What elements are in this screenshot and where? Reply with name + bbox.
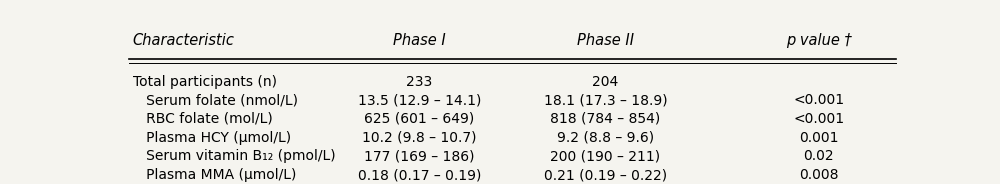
Text: Serum vitamin B₁₂ (pmol/L): Serum vitamin B₁₂ (pmol/L) — [133, 149, 335, 163]
Text: Plasma HCY (μmol/L): Plasma HCY (μmol/L) — [133, 131, 291, 145]
Text: 0.008: 0.008 — [799, 168, 838, 182]
Text: 0.21 (0.19 – 0.22): 0.21 (0.19 – 0.22) — [544, 168, 667, 182]
Text: 204: 204 — [592, 75, 619, 89]
Text: 625 (601 – 649): 625 (601 – 649) — [364, 112, 475, 126]
Text: 13.5 (12.9 – 14.1): 13.5 (12.9 – 14.1) — [358, 93, 481, 107]
Text: Phase I: Phase I — [393, 33, 446, 48]
Text: 0.18 (0.17 – 0.19): 0.18 (0.17 – 0.19) — [358, 168, 481, 182]
Text: 9.2 (8.8 – 9.6): 9.2 (8.8 – 9.6) — [557, 131, 654, 145]
Text: <0.001: <0.001 — [793, 93, 844, 107]
Text: 233: 233 — [406, 75, 433, 89]
Text: 200 (190 – 211): 200 (190 – 211) — [550, 149, 661, 163]
Text: 18.1 (17.3 – 18.9): 18.1 (17.3 – 18.9) — [544, 93, 667, 107]
Text: 10.2 (9.8 – 10.7): 10.2 (9.8 – 10.7) — [362, 131, 477, 145]
Text: Plasma MMA (μmol/L): Plasma MMA (μmol/L) — [133, 168, 296, 182]
Text: RBC folate (mol/L): RBC folate (mol/L) — [133, 112, 272, 126]
Text: <0.001: <0.001 — [793, 112, 844, 126]
Text: p value †: p value † — [786, 33, 852, 48]
Text: 818 (784 – 854): 818 (784 – 854) — [550, 112, 661, 126]
Text: 177 (169 – 186): 177 (169 – 186) — [364, 149, 475, 163]
Text: 0.02: 0.02 — [803, 149, 834, 163]
Text: Serum folate (nmol/L): Serum folate (nmol/L) — [133, 93, 298, 107]
Text: Phase II: Phase II — [577, 33, 634, 48]
Text: 0.001: 0.001 — [799, 131, 838, 145]
Text: Total participants (n): Total participants (n) — [133, 75, 277, 89]
Text: Characteristic: Characteristic — [133, 33, 235, 48]
